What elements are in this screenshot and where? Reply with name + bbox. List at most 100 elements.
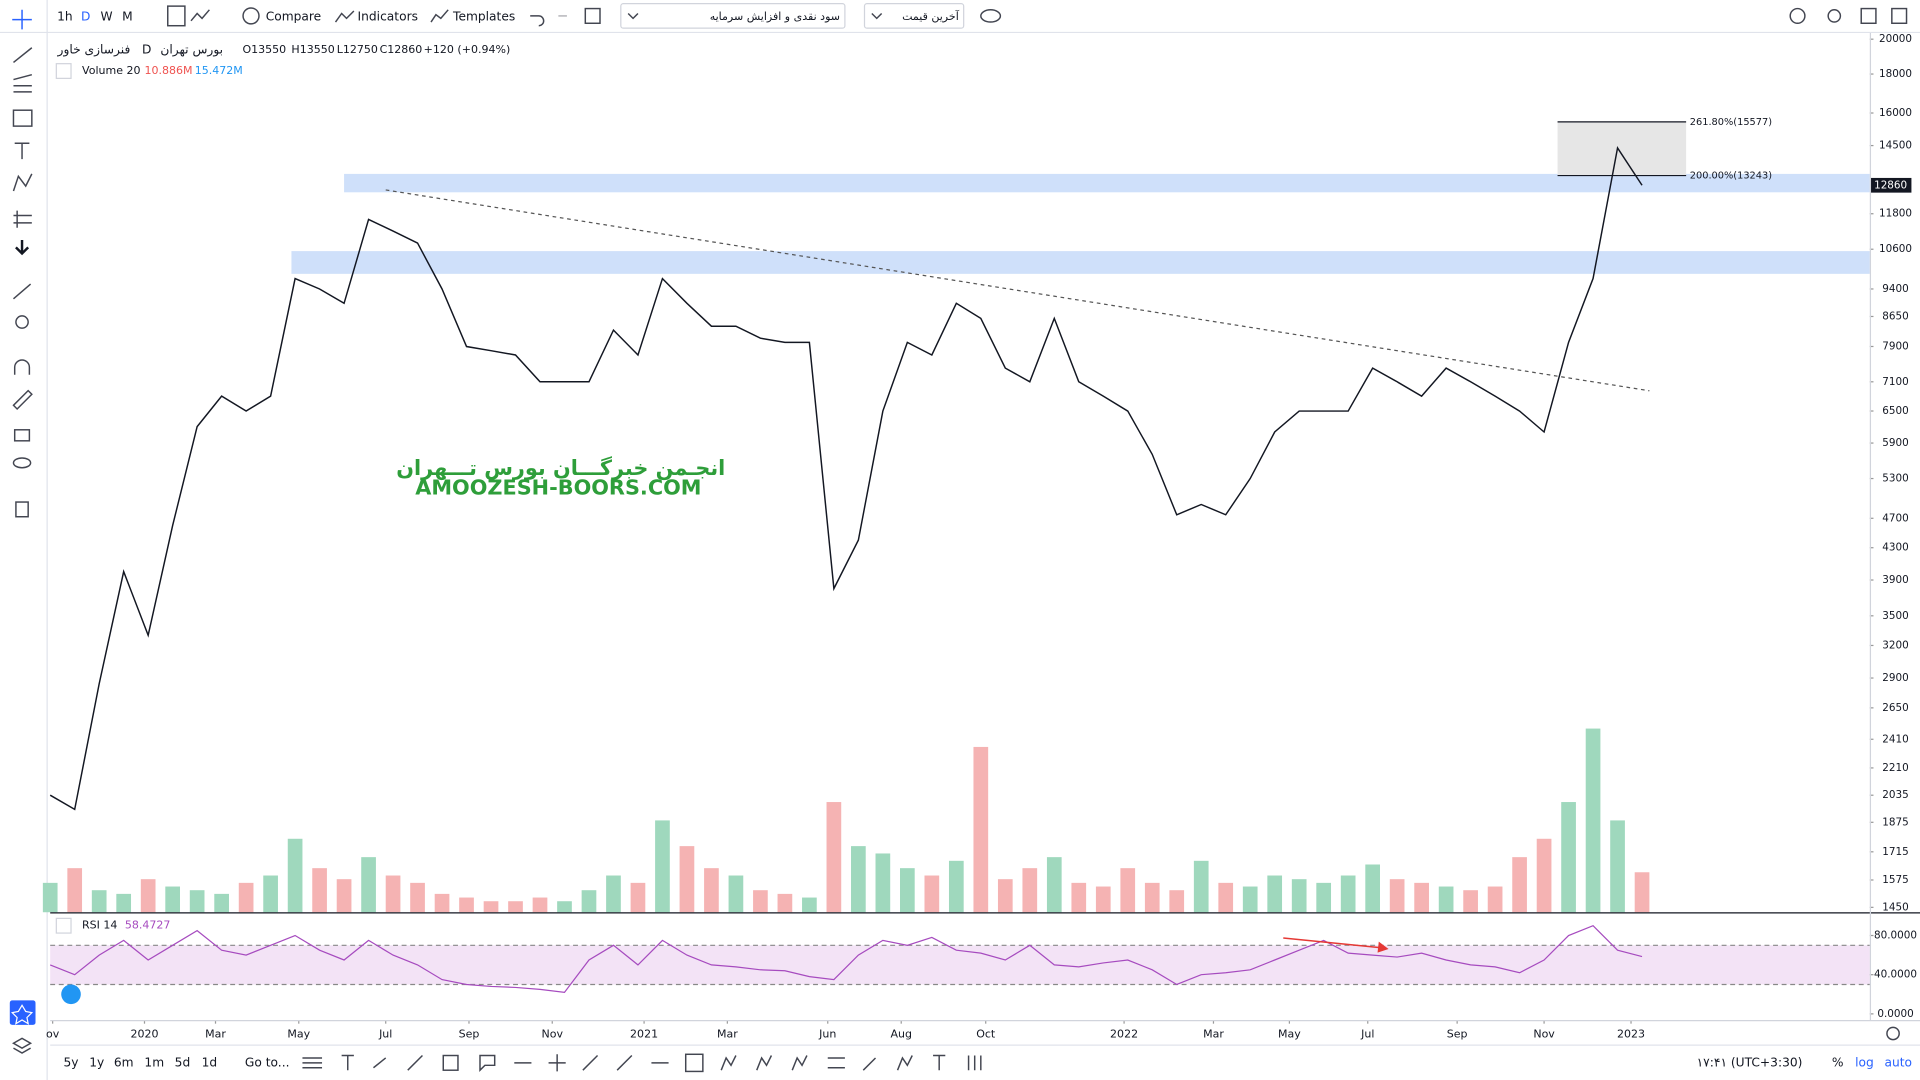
price-menu-label: آخرین قیمت <box>902 9 960 23</box>
last-price-label: 12860 <box>1874 179 1907 191</box>
share-button[interactable] <box>1827 9 1842 23</box>
snapshot-button[interactable] <box>1860 7 1877 24</box>
last-price-box <box>1871 177 1912 193</box>
interval-button[interactable]: D <box>81 10 90 24</box>
volume-bar <box>973 746 989 913</box>
rsi-tick-label: 0.0000 <box>1877 1008 1913 1020</box>
range-button[interactable]: 1d <box>202 1055 218 1069</box>
shape-tool[interactable] <box>12 109 33 127</box>
fullscreen-button[interactable] <box>584 7 601 24</box>
annotation-arrow <box>1283 937 1382 949</box>
volume-bar <box>1634 872 1650 913</box>
volume-bar <box>483 901 499 913</box>
settings-button[interactable] <box>1789 7 1806 24</box>
range-button[interactable]: 5d <box>175 1055 191 1069</box>
y-tick-label: 1450 <box>1882 901 1908 913</box>
support-zone <box>291 251 1870 274</box>
x-tick-label: 2023 <box>1617 1028 1645 1041</box>
trendline-tool[interactable] <box>13 47 33 64</box>
top-toolbar: Compare Indicators Templates سود نقدی و … <box>57 3 1908 29</box>
x-tick-label: Sep <box>1447 1028 1468 1041</box>
lock-tool[interactable] <box>13 429 31 442</box>
watermark-line2: AMOOZESH-BOORS.COM <box>415 476 701 500</box>
volume-bar <box>116 893 132 913</box>
log-toggle[interactable]: log <box>1855 1055 1874 1069</box>
x-tick-label: Sep <box>459 1028 480 1041</box>
volume-bar <box>312 868 327 913</box>
hide-tool[interactable] <box>12 457 32 469</box>
y-tick-label: 1715 <box>1882 846 1908 858</box>
range-button[interactable]: 1m <box>144 1055 164 1069</box>
layers-button[interactable] <box>11 1037 33 1054</box>
goto-button[interactable]: Go to... <box>245 1055 290 1069</box>
visibility-button[interactable] <box>980 9 1002 23</box>
arrow-tool[interactable] <box>15 240 30 256</box>
y-tick-label: 7900 <box>1882 340 1908 352</box>
volume-bar <box>753 890 768 913</box>
line-type-icon[interactable] <box>190 9 210 22</box>
volume-bar <box>1365 864 1380 913</box>
templates-button[interactable]: Templates <box>452 10 515 24</box>
volume-bar <box>1316 882 1332 913</box>
volume-bar <box>1340 875 1356 913</box>
price-menu[interactable] <box>863 3 965 29</box>
x-tick-label: Jul <box>1360 1028 1374 1041</box>
layout-button[interactable] <box>1891 7 1908 24</box>
interval-button[interactable]: W <box>100 10 112 24</box>
volume-bar <box>287 838 303 913</box>
chevron <box>871 12 883 20</box>
rsi-name: RSI 14 <box>82 919 117 932</box>
fib-tool[interactable] <box>13 73 33 93</box>
chart-type-icon[interactable] <box>167 5 186 27</box>
volume-bar <box>165 886 180 913</box>
volume-name: Volume 20 <box>82 64 141 77</box>
volume-bar <box>1071 882 1087 913</box>
interval-button[interactable]: M <box>122 10 133 24</box>
volume-bar <box>1291 879 1307 913</box>
rsi-tick-label: 80.0000 <box>1874 930 1917 942</box>
fib-label: 200.00%(13243) <box>1690 171 1772 182</box>
percent-toggle[interactable]: % <box>1832 1055 1844 1069</box>
auto-toggle[interactable]: auto <box>1884 1055 1912 1069</box>
prediction-tool[interactable] <box>13 210 32 228</box>
collapse-button[interactable] <box>55 917 72 934</box>
volume-bar <box>410 882 425 913</box>
volume-bar <box>1193 860 1209 913</box>
y-tick-label: 1575 <box>1882 874 1908 886</box>
y-tick-label: 3200 <box>1882 639 1908 651</box>
watchlist-button[interactable] <box>9 1000 36 1025</box>
ruler-tool[interactable] <box>12 283 32 300</box>
logo[interactable] <box>61 984 81 1005</box>
magnet-tool[interactable] <box>13 359 31 375</box>
range-button[interactable]: 5y <box>64 1055 79 1069</box>
interval-button[interactable]: 1h <box>57 10 73 24</box>
x-tick-label: Nov <box>1533 1028 1555 1041</box>
text-tool[interactable] <box>14 142 30 160</box>
indicators-button[interactable]: Indicators <box>358 10 418 24</box>
event-menu[interactable] <box>620 3 846 29</box>
axis-settings[interactable] <box>1886 1026 1900 1041</box>
drawing-mode-tool[interactable] <box>12 389 33 411</box>
range-button[interactable]: 1y <box>89 1055 104 1069</box>
range-button[interactable]: 6m <box>114 1055 134 1069</box>
volume-bar <box>630 882 646 913</box>
left-toolbar <box>9 9 36 1054</box>
volume-bar <box>851 846 866 913</box>
pattern-tool[interactable] <box>12 173 33 192</box>
open: O13550 <box>242 43 286 56</box>
y-tick-label: 3900 <box>1882 574 1908 586</box>
y-tick-label: 3500 <box>1882 610 1908 622</box>
compare-button[interactable]: Compare <box>266 10 322 24</box>
close: C12860 <box>380 43 423 56</box>
crosshair-tool[interactable] <box>12 9 32 30</box>
volume-bar <box>997 879 1013 913</box>
volume-bar <box>189 890 205 913</box>
delete-tool[interactable] <box>15 501 29 518</box>
collapse-button[interactable] <box>55 63 72 79</box>
bottom-toolbar: Go to... ۱۷:۴۱ (UTC+3:30) % log auto 5y 1… <box>64 1026 1912 1073</box>
exchange: بورس تهران <box>160 43 223 58</box>
volume-bar <box>875 853 891 913</box>
zoom-tool[interactable] <box>15 315 29 329</box>
undo-button[interactable] <box>530 15 545 27</box>
